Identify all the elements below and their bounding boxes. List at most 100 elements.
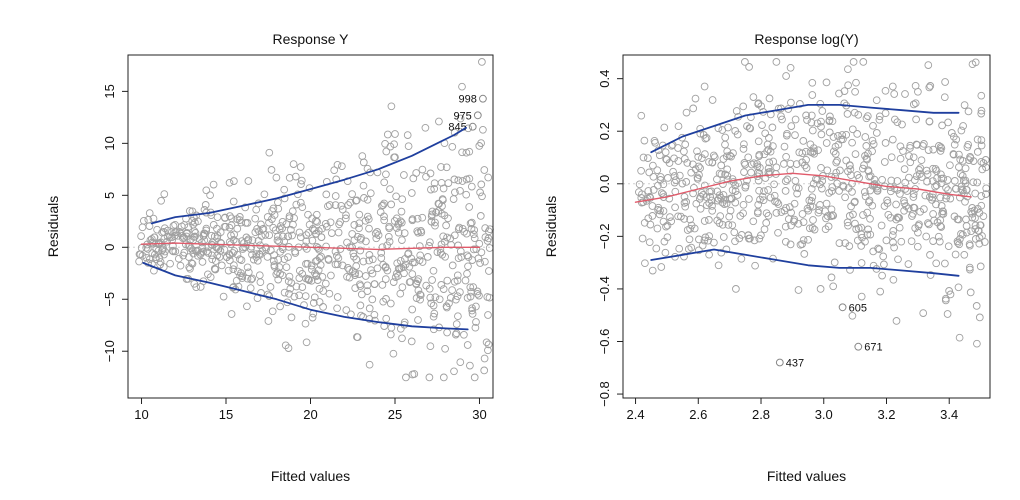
data-point [861,133,870,141]
data-point [829,147,838,156]
data-point [791,115,800,124]
data-point [751,261,759,270]
data-point [238,272,247,281]
data-point [397,207,406,216]
data-point [836,166,844,175]
data-point [674,157,683,165]
data-point [966,288,975,297]
data-point [700,181,709,190]
data-point [297,176,306,185]
data-point [781,187,790,195]
data-point [700,236,709,245]
data-point [670,154,678,163]
data-point [449,195,458,203]
data-point [800,250,809,258]
data-point [833,156,841,165]
data-point [794,184,803,193]
data-point [739,102,748,111]
data-point [256,250,264,259]
data-point [772,163,781,172]
y-tick-label: 5 [102,192,117,199]
data-point [429,312,438,321]
data-point [425,242,433,250]
data-point [466,219,475,228]
data-point [719,191,728,199]
data-point [325,201,334,209]
data-point [152,245,161,253]
data-point [656,173,665,181]
data-point [665,194,674,203]
data-point [348,243,356,252]
data-point [717,161,726,170]
data-point [896,190,904,198]
data-point [276,302,284,311]
data-point [311,269,319,278]
data-point [338,162,346,171]
data-point [436,248,445,257]
x-tick-label: 2.4 [627,407,645,422]
data-point [826,112,834,121]
data-point [352,262,361,270]
data-point [179,251,188,260]
data-point [889,238,897,247]
data-point [960,250,969,259]
data-point [138,223,147,232]
y-tick-label: −10 [102,340,117,362]
data-point [794,219,803,228]
y-axis-label: Residuals [543,196,559,257]
data-point [398,334,406,343]
data-point [143,245,152,253]
data-point [901,178,910,187]
data-point [961,176,970,185]
data-point [390,153,398,162]
data-point [182,229,191,238]
data-point [848,188,856,196]
data-point [365,256,373,265]
data-point [914,228,922,237]
data-point [868,201,877,210]
data-point [944,242,953,251]
upper-band-line [150,126,467,225]
data-point [827,273,836,282]
data-point [946,161,954,170]
data-point [263,253,272,261]
data-point [696,204,705,213]
data-point [263,213,272,221]
data-point [916,170,924,178]
data-point [312,217,320,225]
data-point [386,185,394,193]
data-point [319,303,327,311]
data-point [252,205,261,214]
data-point [977,109,986,118]
data-point [674,212,682,221]
data-point [168,233,176,242]
data-point [693,175,702,183]
data-point [288,207,297,216]
data-point [977,201,986,210]
data-point [787,122,796,130]
data-point [172,228,181,236]
data-point [644,154,652,162]
data-point [799,137,808,145]
data-point [187,244,195,253]
data-point [861,237,869,246]
point-annotation: 605 [849,302,867,314]
data-point [213,213,222,222]
data-point [227,231,235,240]
data-point [139,216,148,225]
data-point [808,126,817,135]
data-point [191,232,199,241]
data-point [929,210,937,218]
data-point [925,83,934,92]
data-point [857,259,866,267]
data-point [935,141,943,150]
data-point [407,337,416,346]
data-point [887,153,896,162]
data-point [336,218,344,226]
data-point [786,240,795,249]
highlighted-point [479,94,487,103]
data-point [659,217,668,226]
data-point [702,201,711,210]
data-point [410,370,419,378]
data-point [851,87,859,96]
